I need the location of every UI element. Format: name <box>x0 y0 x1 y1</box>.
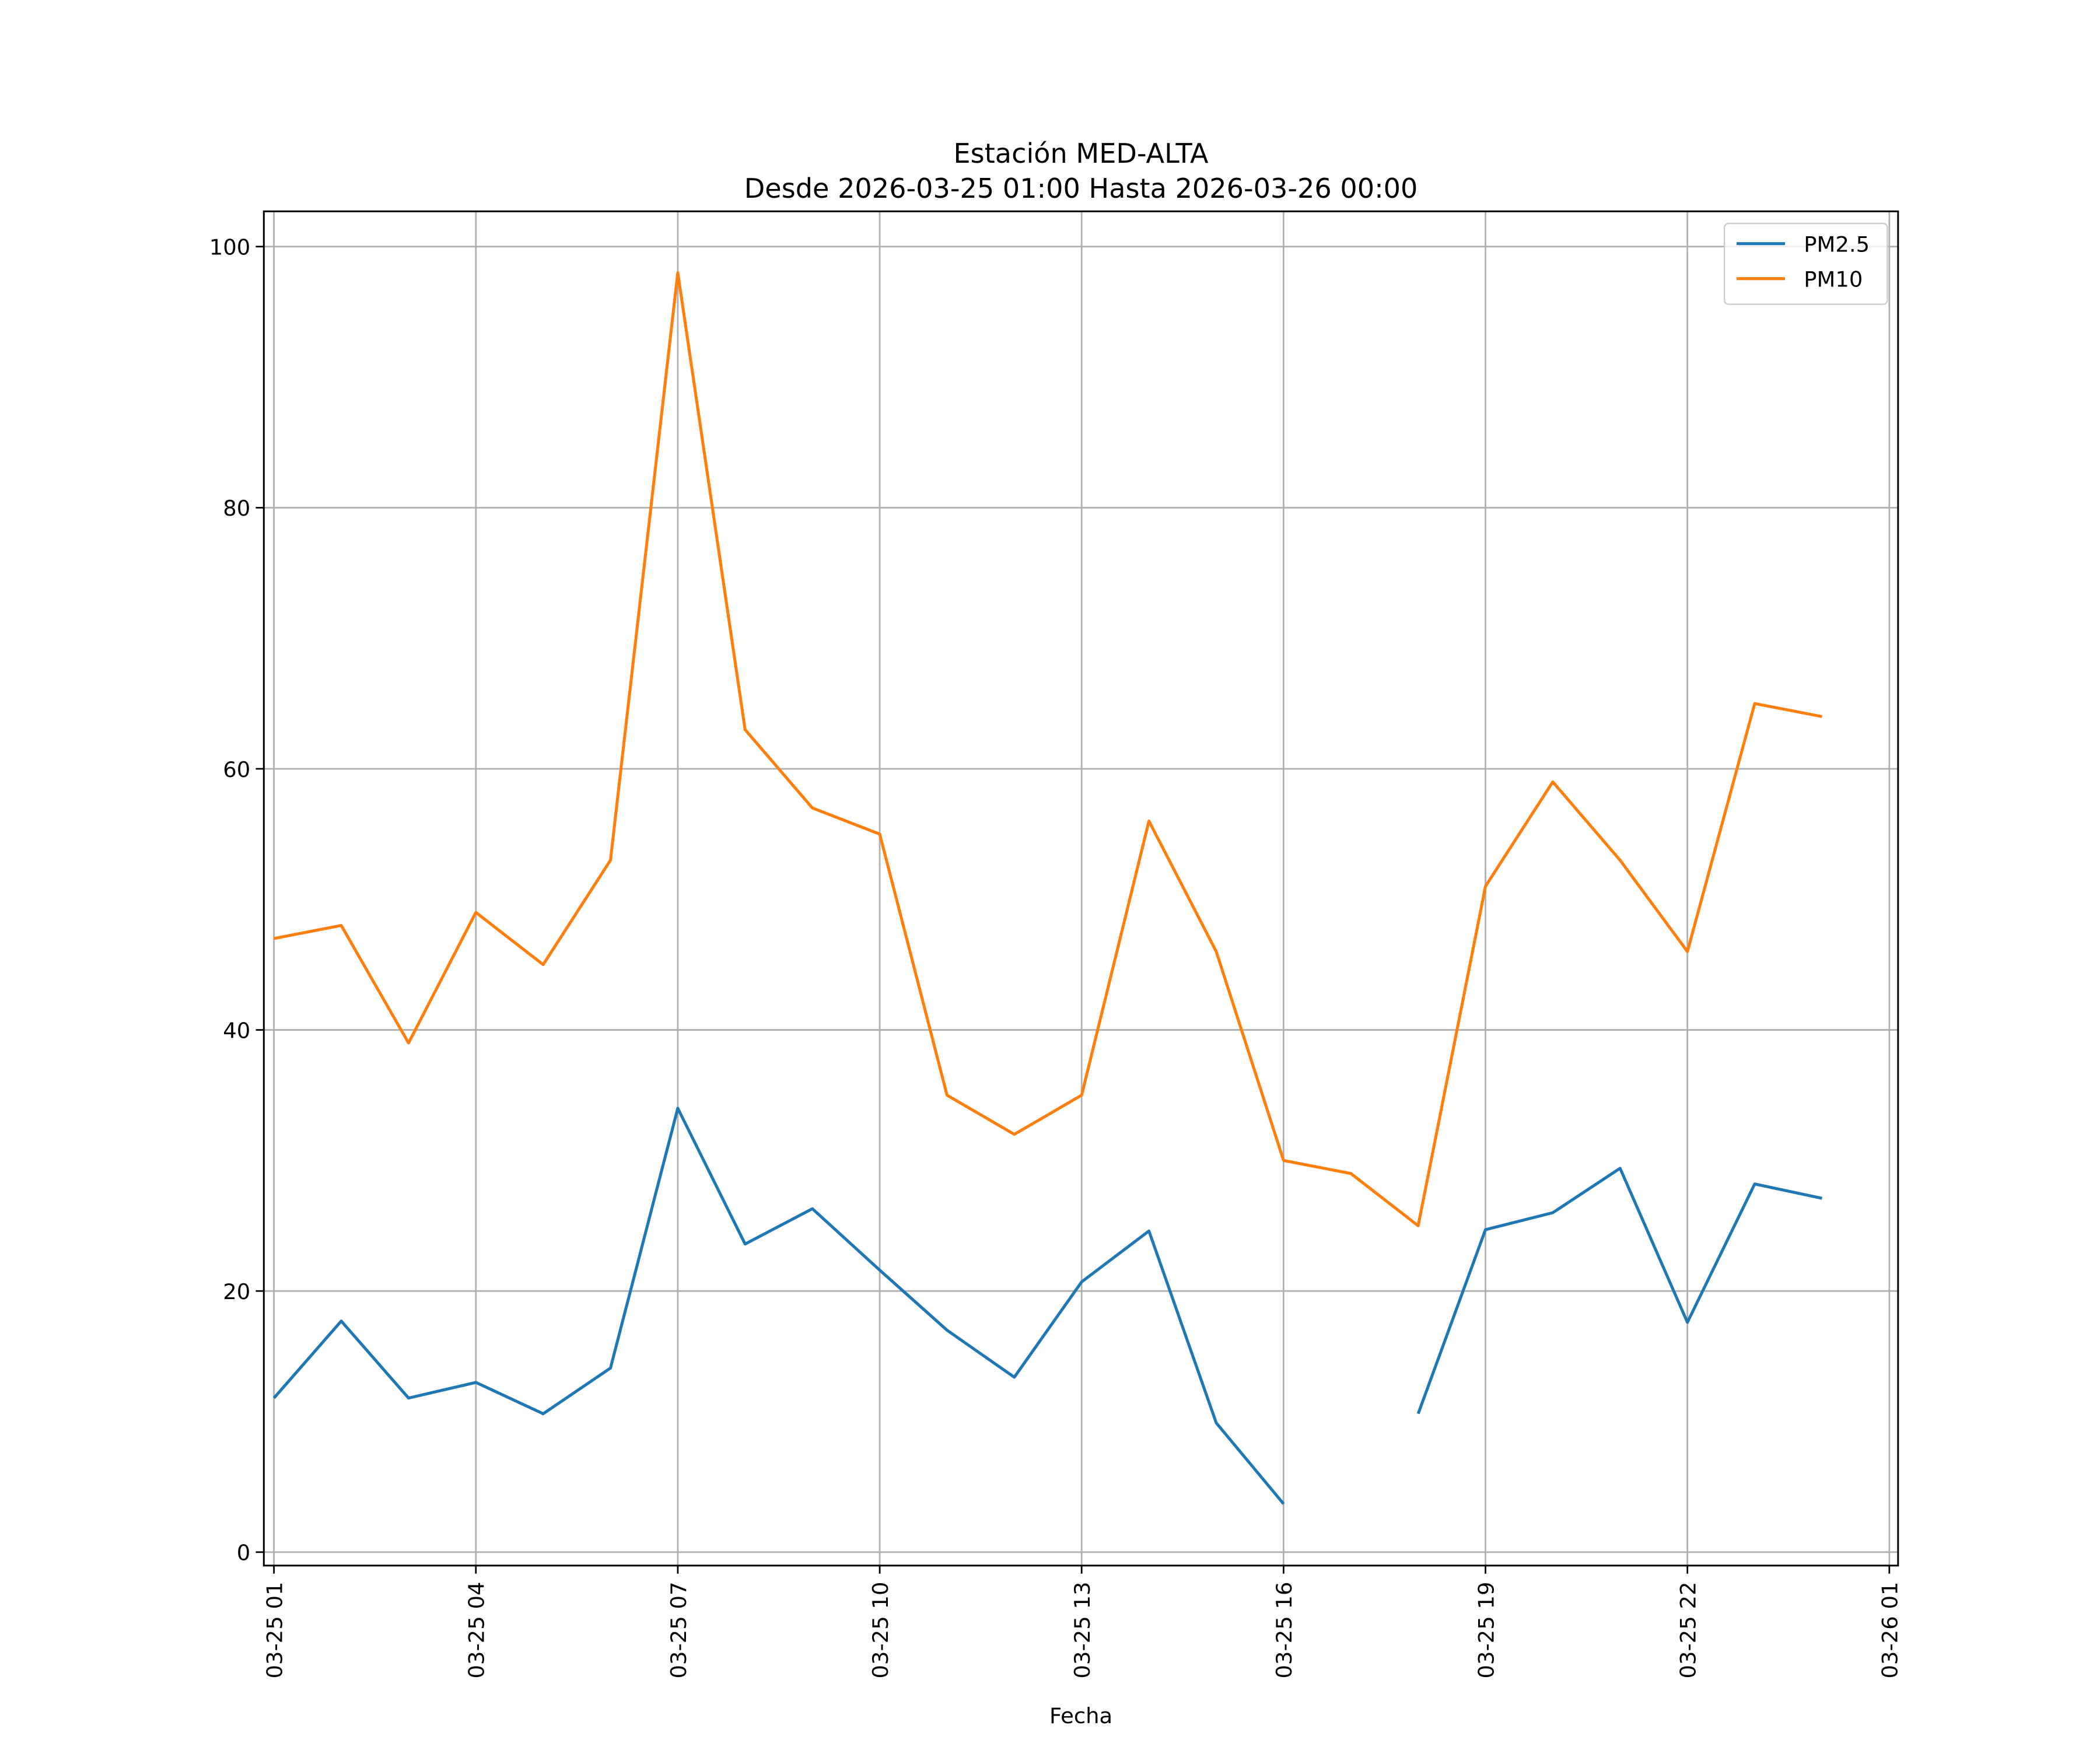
chart-title: Estación MED-ALTA <box>954 138 1209 169</box>
x-axis-label: Fecha <box>1049 1703 1112 1728</box>
series-line-pm25 <box>272 1107 1285 1505</box>
y-tick-label: 40 <box>223 1018 250 1043</box>
x-tick-label: 03-25 22 <box>1676 1582 1701 1679</box>
y-tick-label: 80 <box>223 496 250 521</box>
x-tick-label: 03-25 01 <box>262 1582 287 1679</box>
chart-subtitle: Desde 2026-03-25 01:00 Hasta 2026-03-26 … <box>744 173 1418 204</box>
x-tick-label: 03-25 04 <box>464 1582 489 1679</box>
y-axis: 0 20 40 60 80 100 <box>209 235 264 1566</box>
x-tick-label: 03-25 07 <box>666 1582 691 1679</box>
series-line-pm10 <box>274 271 1822 1227</box>
legend-label: PM2.5 <box>1804 232 1870 257</box>
legend: PM2.5 PM10 <box>1723 222 1888 305</box>
y-tick-label: 20 <box>223 1279 250 1304</box>
grid <box>264 211 1898 1566</box>
y-tick-label: 100 <box>209 235 250 260</box>
series-lines <box>272 271 1822 1505</box>
x-tick-label: 03-25 16 <box>1272 1582 1297 1679</box>
y-tick-label: 60 <box>223 757 250 782</box>
x-tick-label: 03-25 13 <box>1070 1582 1095 1679</box>
x-tick-label: 03-26 01 <box>1878 1582 1903 1679</box>
series-line-pm25 <box>1416 1167 1822 1415</box>
legend-label: PM10 <box>1804 267 1863 292</box>
x-tick-label: 03-25 19 <box>1474 1582 1499 1679</box>
y-tick-label: 0 <box>237 1541 250 1566</box>
x-tick-label: 03-25 10 <box>868 1582 893 1679</box>
x-axis: 03-25 01 03-25 04 03-25 07 03-25 10 03-25 13… <box>262 1565 1903 1679</box>
